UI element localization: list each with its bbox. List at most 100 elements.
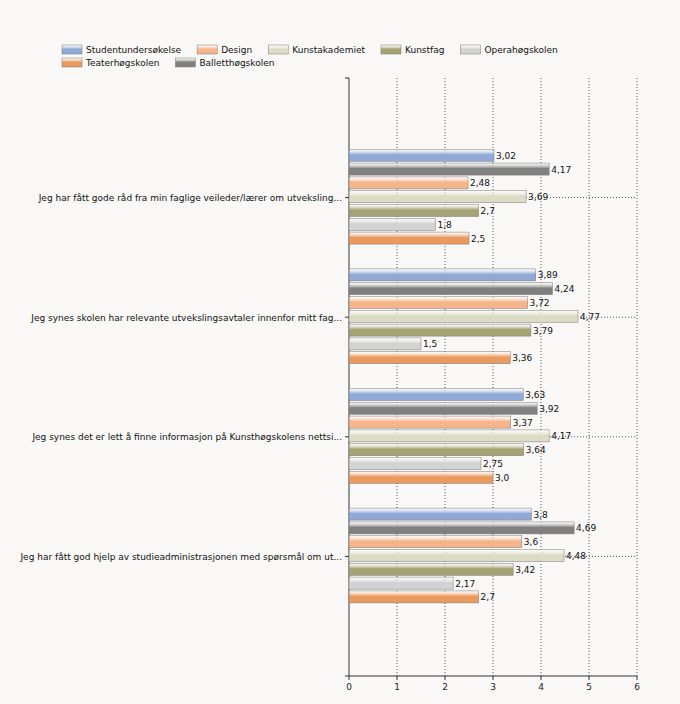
data-label: 4,17 (551, 431, 571, 441)
legend-label: Kunstakademiet (292, 45, 365, 55)
bar (349, 550, 564, 562)
legend-label: Design (221, 45, 252, 55)
legend-item: Kunstakademiet (268, 45, 365, 55)
bar (349, 444, 524, 456)
data-label: 3,89 (538, 270, 558, 280)
legend-item: Design (197, 45, 252, 55)
data-label: 3,42 (515, 565, 535, 575)
legend-item: Operahøgskolen (460, 45, 557, 55)
bar (349, 508, 531, 520)
bar (349, 205, 479, 217)
x-tick (589, 676, 590, 680)
x-tick (349, 676, 350, 680)
x-tick (637, 676, 638, 680)
category-label: Jeg har fått gode råd fra min faglige ve… (38, 193, 342, 203)
data-label: 4,77 (580, 312, 600, 322)
legend-swatch (268, 45, 288, 54)
bar (349, 297, 528, 309)
bar (349, 232, 469, 244)
grid-line (637, 78, 638, 676)
y-tick (345, 556, 349, 557)
legend-swatch (460, 45, 480, 54)
legend-item: Balletthøgskolen (175, 58, 274, 68)
bar (349, 310, 578, 322)
legend-swatch (175, 58, 195, 67)
category-label: Jeg har fått god hjelp av studieadminist… (19, 552, 342, 562)
bar (349, 430, 549, 442)
y-tick (345, 436, 349, 437)
bar (349, 324, 531, 336)
data-label: 2,5 (471, 234, 485, 244)
data-labels: 3,02 4,17 2,48 3,69 2,7 1,8 2,5 3,89 4,24 3,72 4,7… (423, 151, 600, 603)
bar (349, 522, 574, 534)
legend-swatch (62, 45, 82, 54)
legend: Studentundersøkelse Design Kunstakademiet K… (62, 45, 558, 68)
legend-label: Balletthøgskolen (199, 58, 274, 68)
legend-label: Kunstfag (405, 45, 444, 55)
bar (349, 177, 468, 189)
legend-swatch (62, 58, 82, 67)
x-tick (397, 676, 398, 680)
data-label: 3,69 (528, 192, 548, 202)
data-label: 3,79 (533, 326, 553, 336)
data-label: 3,8 (533, 510, 548, 520)
y-tick (345, 78, 349, 79)
data-label: 2,75 (483, 459, 503, 469)
data-label: 4,24 (555, 284, 575, 294)
legend-swatch (381, 45, 401, 54)
bar (349, 577, 453, 589)
legend-label: Operahøgskolen (484, 45, 557, 55)
bar (349, 416, 511, 428)
bar (349, 218, 435, 230)
x-tick-label: 6 (634, 682, 640, 692)
bar (349, 458, 481, 470)
legend-label: Studentundersøkelse (86, 45, 182, 55)
x-tick-label: 2 (442, 682, 448, 692)
x-tick-label: 0 (346, 682, 352, 692)
chart: 0123456Jeg har fått gode råd fra min fag… (0, 0, 680, 704)
data-label: 3,02 (496, 151, 516, 161)
bar (349, 402, 537, 414)
bar (349, 352, 510, 364)
data-label: 4,69 (576, 523, 596, 533)
bar (349, 563, 513, 575)
data-label: 3,72 (530, 298, 550, 308)
x-tick-label: 3 (490, 682, 496, 692)
x-tick-label: 4 (538, 682, 544, 692)
bar (349, 591, 479, 603)
y-tick (345, 317, 349, 318)
legend-item: Studentundersøkelse (62, 45, 182, 55)
legend-swatch (197, 45, 217, 54)
bar (349, 536, 522, 548)
data-label: 3,92 (539, 404, 559, 414)
data-label: 3,6 (524, 537, 539, 547)
data-label: 3,63 (525, 390, 545, 400)
data-label: 4,48 (566, 551, 586, 561)
bar (349, 149, 494, 161)
data-label: 2,17 (455, 579, 475, 589)
bars (349, 149, 578, 603)
y-tick (345, 197, 349, 198)
x-tick (445, 676, 446, 680)
data-label: 1,5 (423, 339, 437, 349)
data-label: 2,48 (470, 178, 490, 188)
data-label: 1,8 (437, 220, 452, 230)
legend-item: Teaterhøgskolen (62, 58, 159, 68)
data-label: 3,0 (495, 473, 510, 483)
y-tick (345, 676, 349, 677)
grid-line (589, 78, 590, 676)
bar (349, 191, 526, 203)
data-label: 2,7 (481, 206, 495, 216)
category-label: Jeg synes skolen har relevante utvekslin… (30, 313, 342, 323)
bar (349, 163, 549, 175)
x-tick-label: 5 (586, 682, 592, 692)
data-label: 3,36 (512, 353, 532, 363)
legend-item: Kunstfag (381, 45, 444, 55)
data-label: 4,17 (551, 165, 571, 175)
bar (349, 471, 493, 483)
bar (349, 338, 421, 350)
bar (349, 389, 523, 401)
legend-label: Teaterhøgskolen (85, 58, 159, 68)
data-label: 2,7 (481, 592, 495, 602)
bar (349, 269, 536, 281)
